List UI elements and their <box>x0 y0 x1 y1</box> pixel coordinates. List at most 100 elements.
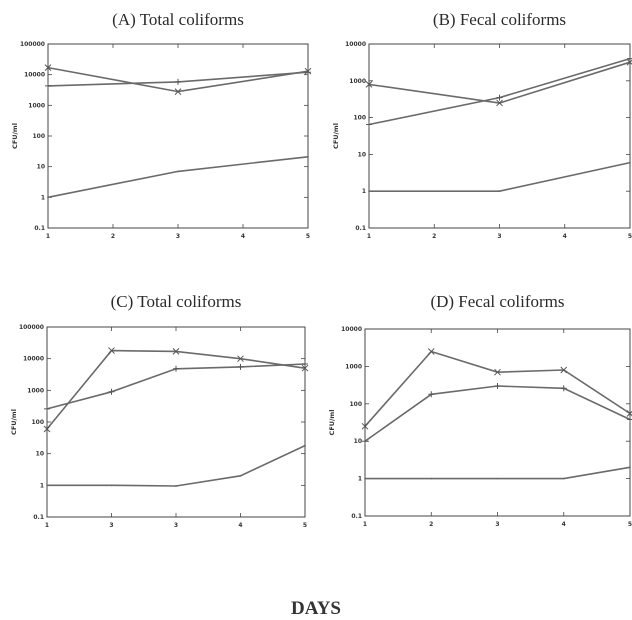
data-point <box>364 477 366 480</box>
x-tick-label: 4 <box>562 521 566 528</box>
data-point <box>629 466 631 469</box>
data-point <box>368 190 370 193</box>
data-point <box>494 368 501 376</box>
panel-title: (D) Fecal coliforms <box>430 292 564 311</box>
panel-title: (C) Total coliforms <box>111 292 242 311</box>
y-tick-label: 10000 <box>345 41 366 48</box>
x-tick-label: 4 <box>241 233 245 240</box>
y-tick-label: 1 <box>40 482 44 489</box>
x-tick-label: 2 <box>432 233 436 240</box>
y-axis-label: CFU/ml <box>332 123 340 149</box>
y-tick-label: 10 <box>36 451 44 458</box>
y-tick-label: 100000 <box>20 41 45 48</box>
y-tick-label: 10 <box>358 151 366 158</box>
data-point <box>560 385 567 392</box>
y-tick-label: 0.1 <box>351 513 362 520</box>
plot-frame <box>368 43 631 229</box>
x-tick-label: 1 <box>45 522 49 529</box>
x-tick-label: 4 <box>563 233 567 240</box>
chart-panel-3: (C) Total coliforms0.1110100100010000100… <box>10 292 309 529</box>
y-tick-label: 1 <box>358 476 362 483</box>
y-tick-label: 1000 <box>27 387 44 394</box>
series-line-3 <box>365 466 631 480</box>
y-tick-label: 1 <box>362 188 366 195</box>
y-tick-label: 100 <box>31 419 44 426</box>
data-point <box>498 190 501 193</box>
data-point <box>626 410 632 417</box>
data-point <box>627 416 632 423</box>
data-point <box>361 422 369 430</box>
y-tick-label: 10000 <box>341 326 362 333</box>
y-tick-label: 10000 <box>23 356 44 363</box>
data-point <box>44 64 52 71</box>
x-tick-label: 5 <box>628 233 632 240</box>
x-tick-label: 5 <box>303 522 307 529</box>
data-point <box>44 405 50 412</box>
y-axis-label: CFU/ml <box>11 123 19 149</box>
data-point <box>177 170 179 173</box>
data-point <box>45 82 51 89</box>
y-tick-label: 100 <box>32 133 45 140</box>
data-point <box>496 477 499 480</box>
plot-frame <box>47 43 309 229</box>
data-point <box>304 444 306 447</box>
data-point <box>627 55 632 62</box>
data-point <box>496 99 503 107</box>
data-point <box>43 425 51 433</box>
y-tick-label: 1000 <box>28 102 45 109</box>
y-tick-label: 0.1 <box>355 225 366 232</box>
data-point <box>496 94 503 101</box>
y-tick-label: 10 <box>354 438 362 445</box>
y-tick-label: 0.1 <box>33 514 44 521</box>
shared-x-axis-label: DAYS <box>291 598 341 619</box>
data-point <box>562 477 565 480</box>
data-point <box>302 360 308 367</box>
data-point <box>626 58 632 66</box>
data-point <box>108 347 115 354</box>
data-point <box>172 348 180 355</box>
data-point <box>47 196 49 199</box>
series-line-3 <box>47 444 306 487</box>
data-point <box>365 81 373 88</box>
x-tick-label: 5 <box>306 233 310 240</box>
x-tick-label: 5 <box>628 521 632 528</box>
data-point <box>427 348 435 355</box>
x-tick-label: 2 <box>111 233 115 240</box>
panel-title: (B) Fecal coliforms <box>433 10 566 29</box>
chart-panel-1: (A) Total coliforms0.1110100100010000100… <box>11 10 312 240</box>
y-tick-label: 0.1 <box>34 225 45 232</box>
data-point <box>174 88 182 95</box>
panel-title: (A) Total coliforms <box>112 10 244 29</box>
data-point <box>173 365 179 372</box>
series-line-2 <box>368 57 631 126</box>
series-line-3 <box>47 156 309 199</box>
x-tick-label: 3 <box>176 233 180 240</box>
data-point <box>108 388 115 395</box>
y-axis-label: CFU/ml <box>328 410 336 436</box>
data-point <box>430 477 433 480</box>
data-point <box>307 155 309 158</box>
x-tick-label: 3 <box>495 521 499 528</box>
y-tick-label: 1 <box>41 194 45 201</box>
y-tick-label: 10000 <box>24 72 45 79</box>
x-tick-label: 3 <box>497 233 501 240</box>
data-point <box>428 391 435 398</box>
data-point <box>560 366 568 374</box>
y-tick-label: 100 <box>349 401 362 408</box>
data-point <box>239 474 242 477</box>
y-tick-label: 100 <box>353 115 366 122</box>
x-tick-label: 3 <box>174 522 178 529</box>
data-point <box>237 355 244 363</box>
x-tick-label: 1 <box>363 521 367 528</box>
x-tick-label: 3 <box>109 522 113 529</box>
y-tick-label: 1000 <box>349 78 366 85</box>
x-tick-label: 4 <box>238 522 242 529</box>
x-tick-label: 1 <box>367 233 371 240</box>
plot-frame <box>46 326 306 518</box>
data-point <box>494 382 501 389</box>
plot-frame <box>364 328 631 517</box>
series-line-3 <box>369 161 631 192</box>
y-tick-label: 1000 <box>345 363 362 370</box>
